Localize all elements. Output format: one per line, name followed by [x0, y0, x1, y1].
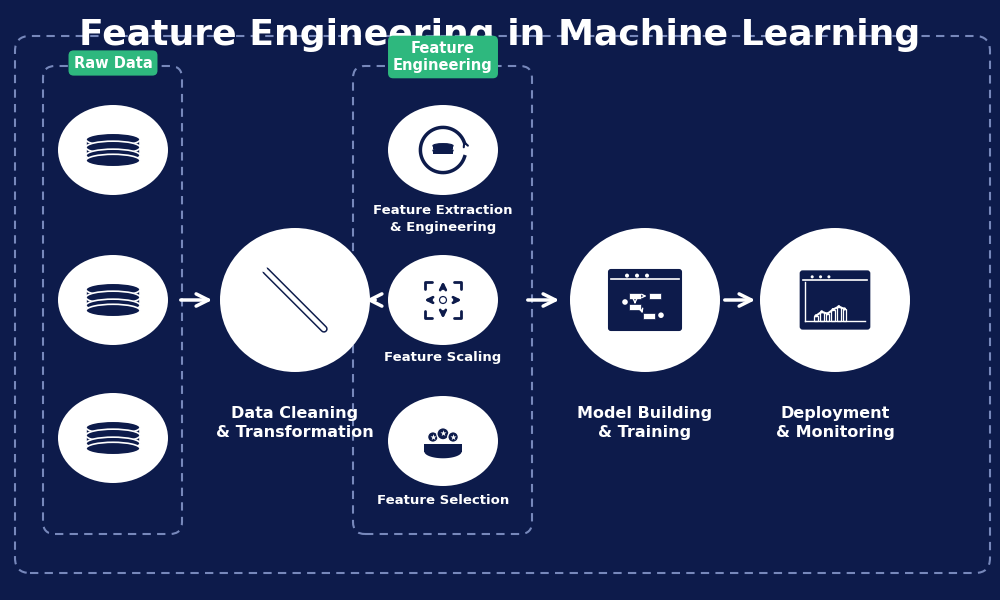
- Ellipse shape: [88, 293, 138, 302]
- Ellipse shape: [760, 228, 910, 372]
- Ellipse shape: [88, 301, 138, 310]
- Text: Feature Scaling: Feature Scaling: [384, 350, 502, 364]
- Ellipse shape: [58, 393, 168, 483]
- Circle shape: [440, 297, 446, 303]
- Text: Feature Selection: Feature Selection: [377, 494, 509, 508]
- Ellipse shape: [86, 133, 140, 146]
- Polygon shape: [86, 298, 140, 302]
- Bar: [820, 312, 824, 321]
- Text: Deployment
& Monitoring: Deployment & Monitoring: [776, 406, 894, 440]
- Polygon shape: [424, 452, 462, 458]
- FancyBboxPatch shape: [609, 270, 681, 330]
- Bar: [629, 304, 641, 310]
- Ellipse shape: [86, 291, 140, 304]
- Ellipse shape: [88, 156, 138, 166]
- Circle shape: [438, 295, 448, 305]
- Polygon shape: [86, 436, 140, 440]
- Ellipse shape: [88, 143, 138, 152]
- Polygon shape: [433, 146, 453, 149]
- Ellipse shape: [86, 442, 140, 455]
- Ellipse shape: [88, 444, 138, 454]
- Circle shape: [832, 308, 835, 311]
- Bar: [643, 313, 655, 319]
- Ellipse shape: [88, 439, 138, 448]
- Text: Feature
Engineering: Feature Engineering: [393, 41, 493, 73]
- Polygon shape: [433, 151, 453, 154]
- Ellipse shape: [88, 422, 138, 432]
- Bar: [843, 309, 846, 321]
- Circle shape: [843, 307, 846, 310]
- Ellipse shape: [86, 149, 140, 161]
- Text: Data Cleaning
& Transformation: Data Cleaning & Transformation: [216, 406, 374, 440]
- Polygon shape: [86, 155, 140, 161]
- Ellipse shape: [58, 105, 168, 195]
- Circle shape: [827, 275, 830, 278]
- Polygon shape: [86, 148, 140, 152]
- Ellipse shape: [88, 151, 138, 160]
- Ellipse shape: [86, 421, 140, 434]
- Circle shape: [635, 274, 639, 278]
- Ellipse shape: [433, 148, 453, 152]
- Text: ★: ★: [450, 433, 457, 442]
- Text: Feature Engineering in Machine Learning: Feature Engineering in Machine Learning: [79, 18, 921, 52]
- Circle shape: [811, 275, 814, 278]
- Circle shape: [820, 310, 823, 313]
- Text: ★: ★: [440, 430, 446, 439]
- Ellipse shape: [570, 228, 720, 372]
- Circle shape: [826, 312, 829, 315]
- Ellipse shape: [88, 284, 138, 294]
- Text: ★: ★: [429, 433, 436, 442]
- Ellipse shape: [433, 143, 453, 148]
- Ellipse shape: [88, 431, 138, 440]
- Ellipse shape: [86, 304, 140, 317]
- Circle shape: [658, 313, 664, 318]
- Ellipse shape: [86, 154, 140, 167]
- Circle shape: [428, 431, 438, 442]
- Polygon shape: [86, 427, 140, 433]
- Polygon shape: [86, 305, 140, 311]
- Circle shape: [625, 274, 629, 278]
- Text: Model Building
& Training: Model Building & Training: [577, 406, 713, 440]
- Bar: [649, 293, 661, 299]
- Ellipse shape: [388, 255, 498, 345]
- Circle shape: [259, 256, 263, 259]
- Polygon shape: [86, 139, 140, 145]
- Text: Feature Extraction
& Engineering: Feature Extraction & Engineering: [373, 204, 513, 234]
- Ellipse shape: [88, 134, 138, 144]
- Circle shape: [814, 314, 818, 317]
- Circle shape: [448, 431, 458, 442]
- Ellipse shape: [86, 141, 140, 154]
- Ellipse shape: [86, 283, 140, 296]
- FancyBboxPatch shape: [801, 271, 869, 329]
- Circle shape: [622, 299, 628, 305]
- Ellipse shape: [86, 299, 140, 311]
- Ellipse shape: [388, 105, 498, 195]
- Ellipse shape: [388, 396, 498, 486]
- Bar: [629, 293, 641, 299]
- Circle shape: [837, 305, 840, 308]
- Bar: [814, 316, 818, 321]
- Ellipse shape: [88, 306, 138, 316]
- Bar: [837, 307, 841, 321]
- Bar: [826, 314, 829, 321]
- Ellipse shape: [220, 228, 370, 372]
- Circle shape: [251, 264, 254, 268]
- Ellipse shape: [58, 255, 168, 345]
- Bar: [831, 310, 835, 321]
- Circle shape: [437, 428, 449, 440]
- Ellipse shape: [86, 429, 140, 442]
- Bar: [424, 444, 462, 452]
- Polygon shape: [86, 443, 140, 449]
- Polygon shape: [86, 289, 140, 295]
- Text: Raw Data: Raw Data: [74, 55, 152, 70]
- Ellipse shape: [86, 437, 140, 449]
- Bar: [611, 272, 679, 279]
- Circle shape: [254, 259, 258, 263]
- Circle shape: [645, 274, 649, 278]
- Circle shape: [819, 275, 822, 278]
